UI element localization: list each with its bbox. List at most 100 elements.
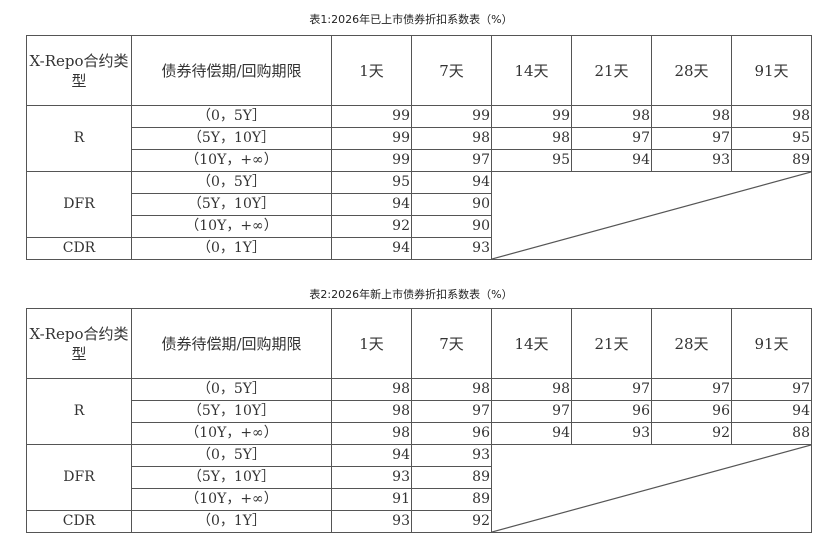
- value-cell: 94: [571, 149, 652, 172]
- column-header: 7天: [411, 308, 492, 379]
- value-cell: 97: [411, 149, 492, 172]
- contract-type-cell: R: [26, 105, 132, 172]
- contract-type-cell: CDR: [26, 510, 132, 533]
- column-header: 14天: [491, 35, 572, 106]
- value-cell: 92: [411, 510, 492, 533]
- not-applicable-cell: [491, 171, 812, 260]
- table-row: （10Y，+∞） 92 90: [27, 215, 812, 238]
- value-cell: 94: [331, 237, 412, 260]
- value-cell: 99: [331, 149, 412, 172]
- column-header: 1天: [331, 308, 412, 379]
- term-cell: （0，1Y］: [131, 237, 332, 260]
- term-cell: （5Y，10Y］: [131, 466, 332, 489]
- value-cell: 91: [331, 488, 412, 511]
- value-cell: 97: [491, 400, 572, 423]
- table-row: （5Y，10Y］ 93 89: [27, 466, 812, 489]
- value-cell: 89: [411, 488, 492, 511]
- not-applicable-cell: [491, 444, 812, 533]
- value-cell: 95: [491, 149, 572, 172]
- column-header: X-Repo合约类型: [26, 308, 132, 379]
- table-row: （5Y，10Y］ 98 97 97 96 96 94: [27, 400, 812, 423]
- term-cell: （5Y，10Y］: [131, 400, 332, 423]
- table-row: CDR （0，1Y］ 94 93: [26, 237, 812, 260]
- table-row: R （0，5Y］ 99 99 99 98 98 98: [26, 105, 812, 172]
- table-row: （10Y，+∞） 98 96 94 93 92 88: [27, 422, 812, 445]
- value-cell: 92: [331, 215, 412, 238]
- table-row: （10Y，+∞） 91 89: [27, 488, 812, 511]
- contract-type-cell: DFR: [26, 444, 132, 511]
- value-cell: 94: [731, 400, 812, 423]
- value-cell: 98: [731, 105, 812, 128]
- column-header: 91天: [731, 308, 812, 379]
- value-cell: 98: [491, 378, 572, 401]
- value-cell: 98: [331, 378, 412, 401]
- value-cell: 89: [411, 466, 492, 489]
- table-row: （5Y，10Y］ 99 98 98 97 97 95: [27, 127, 812, 150]
- diagonal-line: [492, 172, 811, 259]
- column-header: 1天: [331, 35, 412, 106]
- discount-table: X-Repo合约类型 债券待偿期/回购期限 1天 7天 14天 21天 28天 91天 R （0，…: [26, 35, 812, 260]
- header-row: X-Repo合约类型 债券待偿期/回购期限 1天 7天 14天 21天 28天 91天: [26, 308, 812, 379]
- value-cell: 93: [411, 444, 492, 467]
- value-cell: 94: [411, 171, 492, 194]
- value-cell: 98: [411, 127, 492, 150]
- column-header: 91天: [731, 35, 812, 106]
- value-cell: 89: [731, 149, 812, 172]
- value-cell: 90: [411, 215, 492, 238]
- value-cell: 97: [571, 378, 652, 401]
- column-header: 21天: [571, 308, 652, 379]
- value-cell: 93: [331, 510, 412, 533]
- value-cell: 90: [411, 193, 492, 216]
- value-cell: 94: [491, 422, 572, 445]
- header-row: X-Repo合约类型 债券待偿期/回购期限 1天 7天 14天 21天 28天 91天: [26, 35, 812, 106]
- contract-type-cell: CDR: [26, 237, 132, 260]
- value-cell: 99: [331, 127, 412, 150]
- value-cell: 93: [411, 237, 492, 260]
- column-header: 28天: [651, 308, 732, 379]
- value-cell: 97: [731, 378, 812, 401]
- value-cell: 99: [411, 105, 492, 128]
- column-header: X-Repo合约类型: [26, 35, 132, 106]
- value-cell: 96: [411, 422, 492, 445]
- value-cell: 98: [491, 127, 572, 150]
- value-cell: 93: [651, 149, 732, 172]
- table-row: CDR （0，1Y］ 93 92: [26, 510, 812, 533]
- contract-type-cell: DFR: [26, 171, 132, 238]
- value-cell: 97: [411, 400, 492, 423]
- value-cell: 99: [491, 105, 572, 128]
- value-cell: 98: [331, 422, 412, 445]
- value-cell: 92: [651, 422, 732, 445]
- value-cell: 98: [411, 378, 492, 401]
- term-cell: （10Y，+∞）: [131, 149, 332, 172]
- value-cell: 94: [331, 444, 412, 467]
- value-cell: 96: [571, 400, 652, 423]
- column-header: 14天: [491, 308, 572, 379]
- term-cell: （0，5Y］: [131, 105, 332, 128]
- value-cell: 88: [731, 422, 812, 445]
- table-row: （5Y，10Y］ 94 90: [27, 193, 812, 216]
- column-header: 28天: [651, 35, 732, 106]
- value-cell: 98: [651, 105, 732, 128]
- value-cell: 97: [651, 378, 732, 401]
- value-cell: 98: [331, 400, 412, 423]
- table-title: 表2:2026年新上市债券折扣系数表（%）: [309, 288, 513, 301]
- term-cell: （0，5Y］: [131, 378, 332, 401]
- term-cell: （0，5Y］: [131, 171, 332, 194]
- value-cell: 97: [571, 127, 652, 150]
- value-cell: 93: [571, 422, 652, 445]
- column-header: 7天: [411, 35, 492, 106]
- value-cell: 94: [331, 193, 412, 216]
- term-cell: （10Y，+∞）: [131, 422, 332, 445]
- table-row: DFR （0，5Y］ 95 94: [26, 171, 812, 260]
- diagonal-line: [492, 445, 811, 532]
- term-cell: （5Y，10Y］: [131, 127, 332, 150]
- discount-table: X-Repo合约类型 债券待偿期/回购期限 1天 7天 14天 21天 28天 91天 R （0，…: [26, 308, 812, 533]
- value-cell: 97: [651, 127, 732, 150]
- column-header: 债券待偿期/回购期限: [131, 308, 332, 379]
- table-row: （10Y，+∞） 99 97 95 94 93 89: [27, 149, 812, 172]
- contract-type-cell: R: [26, 378, 132, 445]
- term-cell: （0，1Y］: [131, 510, 332, 533]
- term-cell: （0，5Y］: [131, 444, 332, 467]
- column-header: 债券待偿期/回购期限: [131, 35, 332, 106]
- column-header: 21天: [571, 35, 652, 106]
